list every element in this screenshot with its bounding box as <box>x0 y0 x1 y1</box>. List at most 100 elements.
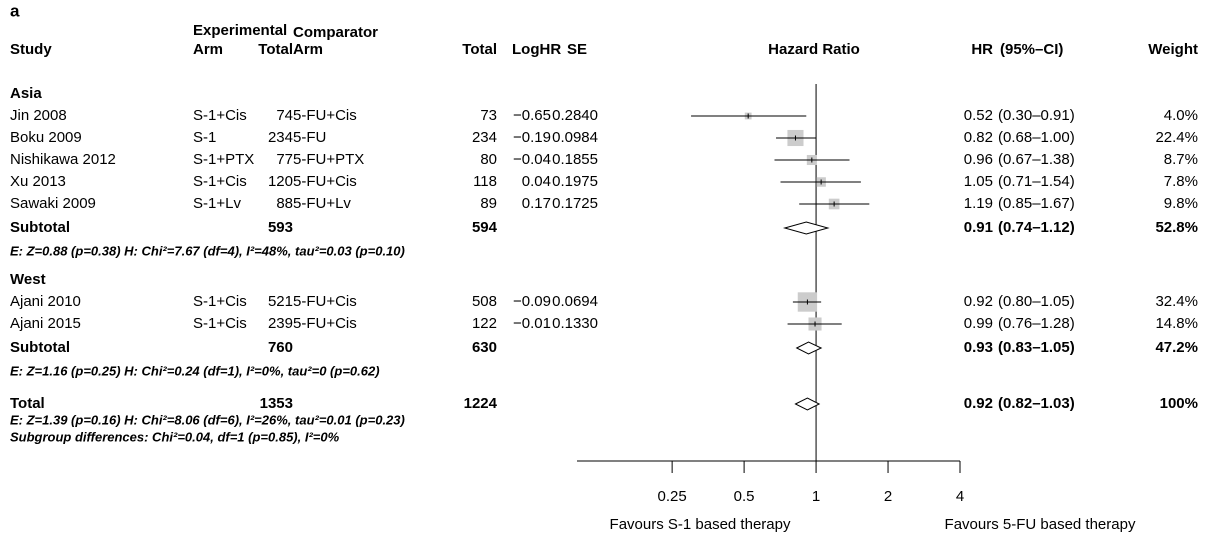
exp-total: 234 <box>268 129 293 146</box>
header: Hazard Ratio <box>768 41 860 58</box>
comp-arm: 5-FU+Lv <box>293 195 351 212</box>
hr: 1.05 <box>964 173 993 190</box>
se: 0.2840 <box>552 107 598 124</box>
loghr: −0.09 <box>513 293 551 310</box>
weight: 47.2% <box>1155 339 1198 356</box>
exp-arm: S-1+PTX <box>193 151 254 168</box>
hr: 0.92 <box>964 395 993 412</box>
hr: 0.92 <box>964 293 993 310</box>
study-name: Nishikawa 2012 <box>10 151 116 168</box>
se: 0.1725 <box>552 195 598 212</box>
x-tick-label: 2 <box>884 488 892 505</box>
hr: 0.99 <box>964 315 993 332</box>
exp-total: 88 <box>276 195 293 212</box>
se: 0.1855 <box>552 151 598 168</box>
comp-total: 1224 <box>464 395 498 412</box>
header: Weight <box>1148 41 1198 58</box>
exp-total: 760 <box>268 339 293 356</box>
comp-arm: 5-FU+Cis <box>293 173 357 190</box>
comp-arm: 5-FU+Cis <box>293 107 357 124</box>
loghr: −0.01 <box>513 315 551 332</box>
se: 0.1975 <box>552 173 598 190</box>
header: Arm <box>193 41 223 58</box>
comp-total: 80 <box>480 151 497 168</box>
weight: 100% <box>1160 395 1198 412</box>
header: Experimental <box>193 22 287 39</box>
hr: 0.52 <box>964 107 993 124</box>
exp-arm: S-1+Cis <box>193 173 247 190</box>
exp-total: 593 <box>268 219 293 236</box>
study-name: Ajani 2015 <box>10 315 81 332</box>
ci: (0.67–1.38) <box>998 151 1075 168</box>
weight: 8.7% <box>1164 151 1198 168</box>
weight: 52.8% <box>1155 219 1198 236</box>
header: Study <box>10 41 52 58</box>
exp-total: 1353 <box>260 395 293 412</box>
comp-total: 630 <box>472 339 497 356</box>
hr: 0.91 <box>964 219 993 236</box>
weight: 7.8% <box>1164 173 1198 190</box>
hr: 0.93 <box>964 339 993 356</box>
comp-total: 508 <box>472 293 497 310</box>
header: HR <box>971 41 993 58</box>
ci: (0.76–1.28) <box>998 315 1075 332</box>
summary-diamond <box>794 397 821 411</box>
study-name: Xu 2013 <box>10 173 66 190</box>
x-tick-label: 0.5 <box>734 488 755 505</box>
weight: 9.8% <box>1164 195 1198 212</box>
ci: (0.68–1.00) <box>998 129 1075 146</box>
heterogeneity: E: Z=1.16 (p=0.25) H: Chi²=0.24 (df=1), … <box>10 363 380 378</box>
exp-total: 77 <box>276 151 293 168</box>
header: SE <box>567 41 587 58</box>
comp-total: 73 <box>480 107 497 124</box>
ci: (0.71–1.54) <box>998 173 1075 190</box>
hr: 1.19 <box>964 195 993 212</box>
exp-arm: S-1+Lv <box>193 195 241 212</box>
x-tick-label: 0.25 <box>658 488 687 505</box>
se: 0.0984 <box>552 129 598 146</box>
exp-arm: S-1+Cis <box>193 107 247 124</box>
comp-total: 234 <box>472 129 497 146</box>
loghr: −0.04 <box>513 151 551 168</box>
comp-arm: 5-FU+Cis <box>293 315 357 332</box>
exp-total: 74 <box>276 107 293 124</box>
exp-arm: S-1+Cis <box>193 293 247 310</box>
se: 0.1330 <box>552 315 598 332</box>
se: 0.0694 <box>552 293 598 310</box>
study-name: Sawaki 2009 <box>10 195 96 212</box>
comp-total: 89 <box>480 195 497 212</box>
summary-label: Subtotal <box>10 219 70 236</box>
header: (95%–CI) <box>1000 41 1063 58</box>
study-name: Ajani 2010 <box>10 293 81 310</box>
hr: 0.96 <box>964 151 993 168</box>
summary-diamond <box>782 221 830 235</box>
weight: 14.8% <box>1155 315 1198 332</box>
header: Total <box>258 41 293 58</box>
x-axis-label: Favours S-1 based therapy <box>610 516 791 533</box>
comp-arm: 5-FU+PTX <box>293 151 364 168</box>
weight: 22.4% <box>1155 129 1198 146</box>
summary-label: Subtotal <box>10 339 70 356</box>
loghr: −0.65 <box>513 107 551 124</box>
comp-total: 122 <box>472 315 497 332</box>
header: Total <box>462 41 497 58</box>
heterogeneity: E: Z=1.39 (p=0.16) H: Chi²=8.06 (df=6), … <box>10 412 405 427</box>
ci: (0.83–1.05) <box>998 339 1075 356</box>
panel-label: a <box>10 1 20 20</box>
group-name: West <box>10 271 46 288</box>
ci: (0.80–1.05) <box>998 293 1075 310</box>
ci: (0.74–1.12) <box>998 219 1075 236</box>
x-tick-label: 4 <box>956 488 964 505</box>
exp-arm: S-1+Cis <box>193 315 247 332</box>
exp-total: 239 <box>268 315 293 332</box>
heterogeneity: E: Z=0.88 (p=0.38) H: Chi²=7.67 (df=4), … <box>10 243 405 258</box>
weight: 4.0% <box>1164 107 1198 124</box>
comp-arm: 5-FU+Cis <box>293 293 357 310</box>
header: Comparator <box>293 24 378 41</box>
exp-total: 521 <box>268 293 293 310</box>
subgroup-differences: Subgroup differences: Chi²=0.04, df=1 (p… <box>10 429 340 444</box>
loghr: 0.04 <box>522 173 551 190</box>
ci: (0.30–0.91) <box>998 107 1075 124</box>
exp-total: 120 <box>268 173 293 190</box>
comp-arm: 5-FU <box>293 129 326 146</box>
